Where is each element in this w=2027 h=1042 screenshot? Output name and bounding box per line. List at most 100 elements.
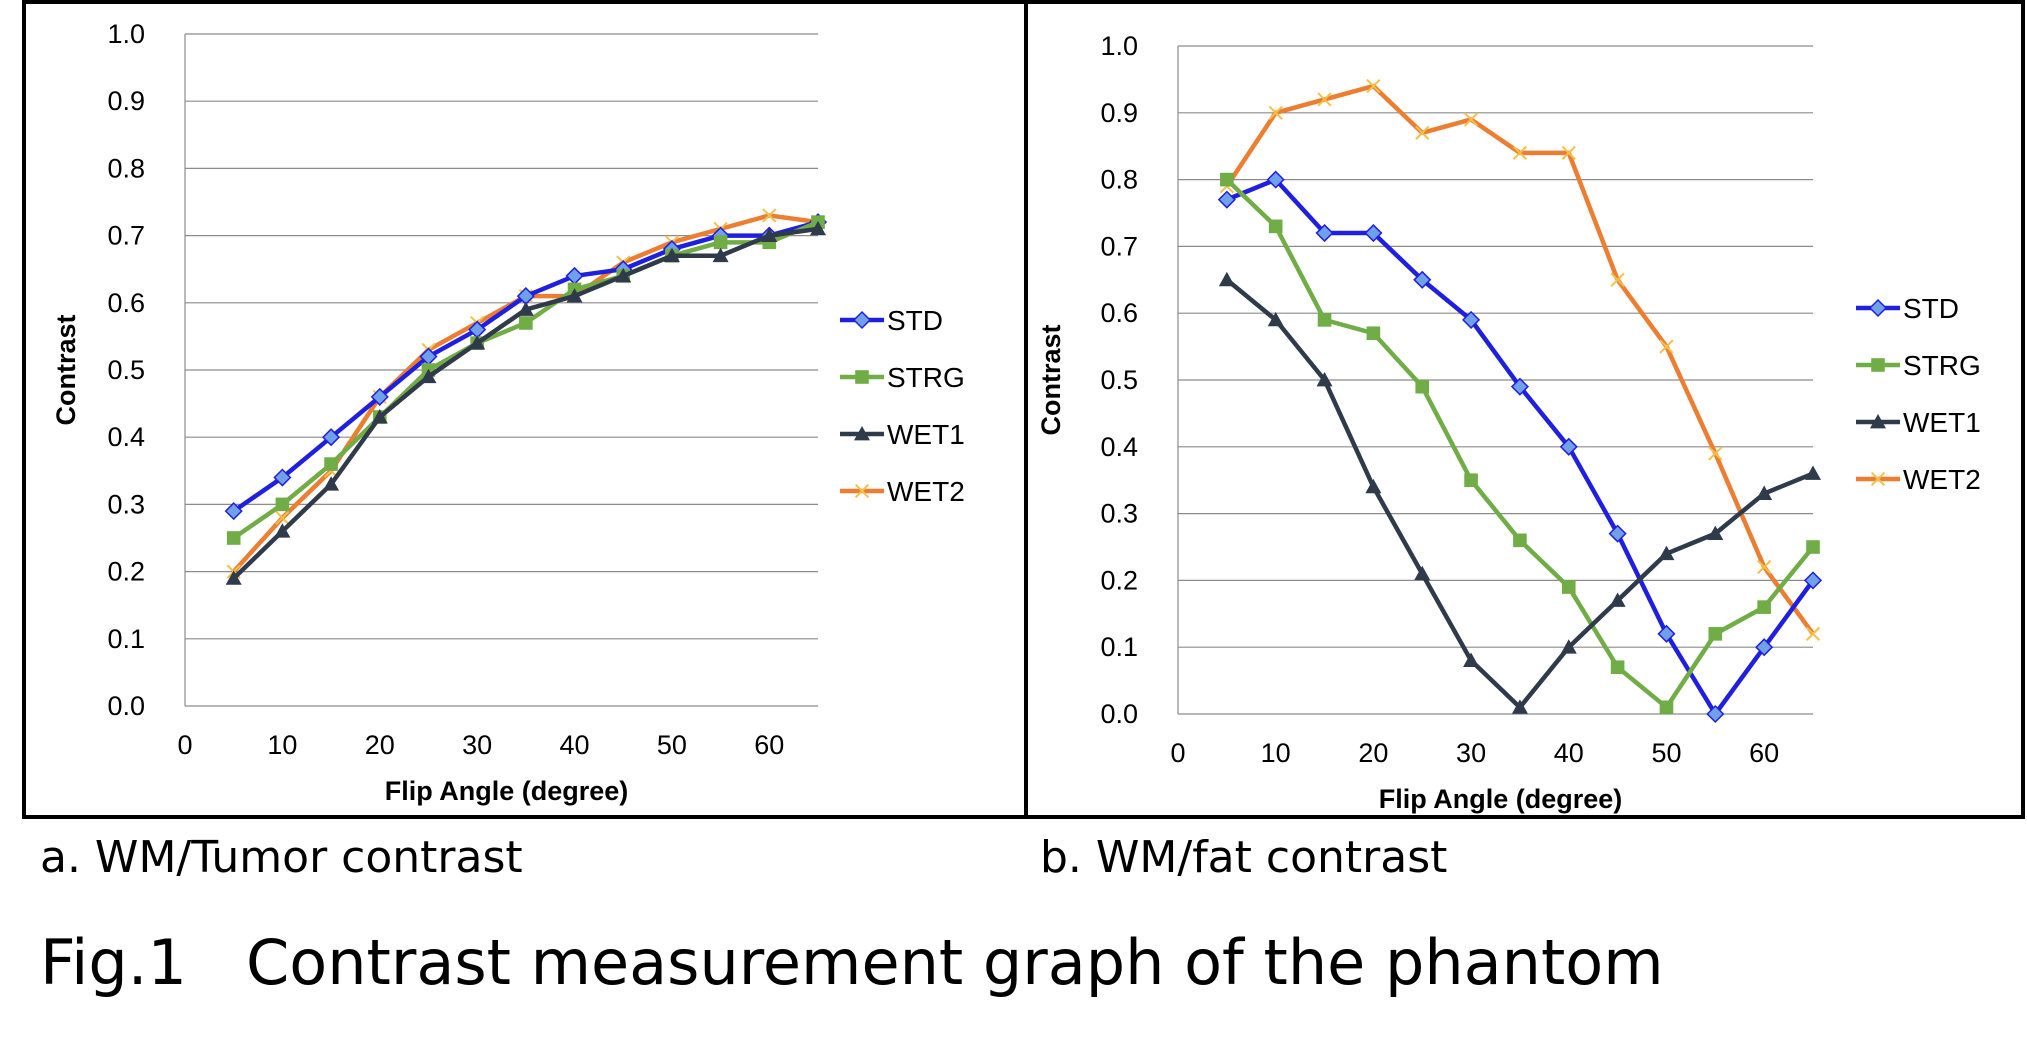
legend-marker <box>852 310 872 330</box>
data-point-strg <box>1268 219 1283 234</box>
data-point-wet1 <box>1707 525 1724 541</box>
legend-label: STRG <box>887 362 965 393</box>
data-point-wet2 <box>1757 559 1772 575</box>
legend-marker <box>1871 358 1885 372</box>
data-point-wet1 <box>1805 465 1821 480</box>
data-point-strg <box>1610 660 1625 675</box>
data-point-strg <box>1708 627 1723 641</box>
y-tick-label: 1.0 <box>107 19 145 49</box>
data-point-std <box>370 387 389 406</box>
legend-marker <box>854 483 870 499</box>
chart-panel-b: 0.0 0.1 0.2 0.3 0.4 0.5 0.6 0.7 0.8 0.9 1.0 0 10 20 30… <box>1036 31 1981 814</box>
data-point-std <box>1217 190 1236 209</box>
data-point-strg <box>1806 540 1820 554</box>
data-point-wet1 <box>469 335 486 350</box>
data-point-strg <box>1464 473 1478 487</box>
legend-label: WET1 <box>1903 407 1981 438</box>
data-point-wet1 <box>420 368 437 384</box>
series-line-wet2 <box>1224 83 1815 636</box>
y-axis-title: Contrast <box>51 314 81 425</box>
data-point-std <box>322 428 341 447</box>
series-line-strg <box>1225 177 1815 710</box>
data-point-std <box>1559 437 1578 456</box>
data-point-strg <box>1415 379 1430 394</box>
y-axis-title: Contrast <box>1036 324 1066 435</box>
data-point-wet2 <box>1805 626 1821 641</box>
data-point-wet1 <box>274 523 291 538</box>
series-line-wet2 <box>232 213 819 574</box>
y-tick-label: 0.5 <box>1100 365 1138 395</box>
data-point-std <box>1364 223 1383 243</box>
x-tick-label: 40 <box>1554 738 1584 768</box>
y-tick-label: 0.8 <box>107 153 145 183</box>
legend-item-std: STD <box>840 305 943 336</box>
data-point-wet1 <box>566 288 583 303</box>
data-point-strg <box>1317 313 1332 327</box>
data-point-wet2 <box>762 208 777 223</box>
y-tick-label: 0.0 <box>107 691 145 721</box>
y-tick-label: 0.1 <box>107 624 145 654</box>
y-tick-label: 0.9 <box>1100 98 1138 128</box>
data-point-strg <box>1366 326 1381 341</box>
y-tick-label: 0.5 <box>107 355 145 385</box>
data-point-wet1 <box>1365 478 1382 494</box>
y-tick-label: 0.3 <box>107 489 145 519</box>
data-point-wet2 <box>1512 145 1528 160</box>
data-point-wet2 <box>1708 446 1723 461</box>
legend-item-strg: STRG <box>840 362 965 393</box>
legend-item-wet1: WET1 <box>1856 407 1981 438</box>
data-point-wet1 <box>1658 545 1675 561</box>
data-point-wet1 <box>712 247 729 263</box>
series-line-wet1 <box>232 226 819 580</box>
data-point-std <box>1462 310 1481 329</box>
data-point-std <box>1755 638 1774 657</box>
y-tick-label: 0.4 <box>1100 432 1138 462</box>
data-point-strg <box>1561 580 1576 594</box>
data-point-wet1 <box>1560 639 1577 654</box>
data-point-wet2 <box>1415 125 1430 140</box>
legend-label: WET2 <box>887 476 965 507</box>
legend-item-strg: STRG <box>1856 350 1981 381</box>
data-point-wet2 <box>275 510 290 525</box>
data-point-std <box>1706 704 1725 724</box>
data-point-wet1 <box>1414 565 1431 581</box>
x-tick-label: 30 <box>462 730 492 760</box>
data-point-wet1 <box>371 409 388 424</box>
x-tick-label: 40 <box>560 730 590 760</box>
data-point-wet1 <box>323 476 340 491</box>
x-tick-label: 10 <box>267 730 297 760</box>
data-point-std <box>273 468 292 487</box>
x-tick-label: 0 <box>177 730 192 760</box>
x-tick-label: 60 <box>1749 738 1779 768</box>
data-point-wet1 <box>1218 271 1235 287</box>
data-point-strg <box>226 531 241 545</box>
y-tick-label: 0.9 <box>107 86 145 116</box>
panel-b-border <box>1024 0 2025 819</box>
y-tick-label: 0.3 <box>1100 499 1138 529</box>
x-axis-title: Flip Angle (degree) <box>385 776 629 806</box>
data-point-wet2 <box>1317 92 1332 107</box>
x-tick-label: 50 <box>1651 738 1681 768</box>
y-tick-label: 0.6 <box>1100 298 1138 328</box>
x-tick-label: 60 <box>754 730 784 760</box>
data-point-std <box>1413 270 1432 289</box>
data-point-wet1 <box>1463 652 1480 667</box>
data-point-strg <box>275 497 290 512</box>
panel-a-caption: a. WM/Tumor contrast <box>40 832 523 883</box>
data-point-wet2 <box>1268 105 1283 120</box>
y-tick-label: 0.2 <box>1100 565 1138 595</box>
y-tick-label: 0.0 <box>1100 699 1138 729</box>
data-point-wet2 <box>1366 78 1381 94</box>
data-point-wet1 <box>1267 311 1284 327</box>
x-tick-label: 20 <box>365 730 395 760</box>
data-point-wet2 <box>1561 145 1576 160</box>
data-point-std <box>1608 524 1627 543</box>
panel-b-caption: b. WM/fat contrast <box>1040 832 1448 883</box>
chart-panel-a: 0.0 0.1 0.2 0.3 0.4 0.5 0.6 0.7 0.8 0.9 1.0 0 10 20 30… <box>51 19 965 806</box>
x-tick-label: 50 <box>657 730 687 760</box>
data-point-std <box>1657 624 1676 643</box>
y-tick-label: 1.0 <box>1100 31 1138 61</box>
x-tick-label: 30 <box>1456 738 1486 768</box>
data-point-wet1 <box>1609 592 1626 607</box>
legend-label: STD <box>1903 293 1959 324</box>
